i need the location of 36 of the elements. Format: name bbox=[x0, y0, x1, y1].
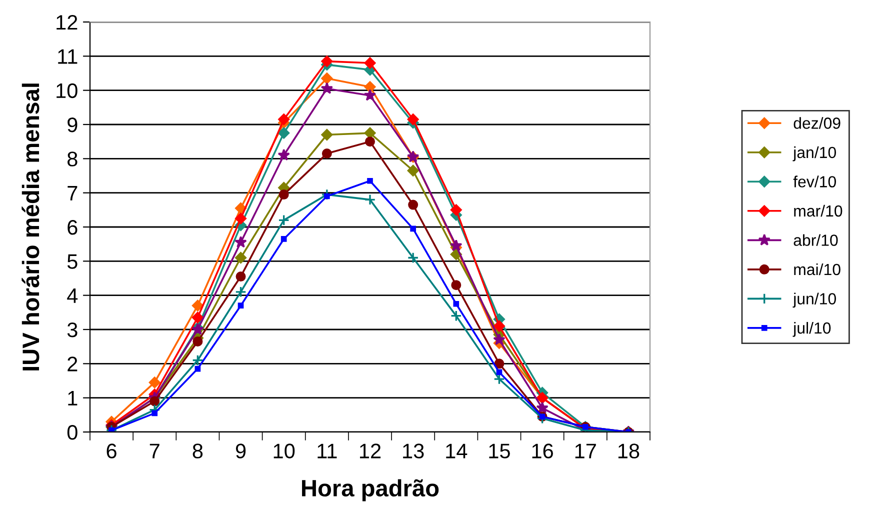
x-tick-label: 18 bbox=[618, 444, 640, 458]
y-tick-label: 4 bbox=[67, 288, 78, 303]
y-tick-label: 9 bbox=[68, 118, 78, 132]
x-tick-label: 11 bbox=[318, 444, 337, 458]
y-tick-label: 6 bbox=[68, 220, 78, 235]
legend-label: fev/10 bbox=[793, 176, 836, 188]
x-tick-label: 6 bbox=[106, 444, 116, 458]
x-tick-label: 14 bbox=[446, 444, 468, 458]
y-tick-label: 1 bbox=[68, 391, 78, 406]
y-tick-label: 10 bbox=[56, 83, 78, 98]
x-tick-label: 13 bbox=[403, 444, 424, 458]
y-tick-label: 8 bbox=[68, 152, 78, 166]
y-tick-label: 12 bbox=[56, 15, 78, 30]
x-tick-label: 15 bbox=[489, 444, 510, 458]
legend-label: mai/10 bbox=[794, 263, 840, 276]
legend-label: dez/09 bbox=[794, 117, 840, 129]
x-tick-label: 10 bbox=[274, 444, 295, 458]
y-tick-label: 2 bbox=[68, 356, 78, 372]
x-tick-label: 9 bbox=[236, 444, 246, 458]
x-axis-title: Hora padrão bbox=[302, 479, 439, 502]
x-tick-label: 16 bbox=[532, 444, 553, 458]
y-axis-title: IUV horário média mensal bbox=[22, 84, 40, 370]
y-tick-label: 7 bbox=[68, 186, 78, 200]
y-tick-label: 11 bbox=[58, 49, 78, 64]
legend-label: mar/10 bbox=[794, 204, 842, 217]
legend-label: jul/10 bbox=[792, 322, 831, 337]
x-tick-label: 12 bbox=[360, 444, 381, 458]
legend-label: abr/10 bbox=[794, 234, 838, 246]
y-tick-label: 5 bbox=[67, 254, 78, 269]
x-tick-label: 8 bbox=[192, 444, 203, 458]
x-tick-label: 17 bbox=[575, 444, 596, 458]
y-tick-label: 0 bbox=[67, 425, 78, 440]
y-tick-label: 3 bbox=[67, 322, 78, 338]
legend-label: jan/10 bbox=[792, 146, 836, 162]
legend-label: jun/10 bbox=[792, 292, 836, 308]
x-tick-label: 7 bbox=[150, 444, 160, 458]
